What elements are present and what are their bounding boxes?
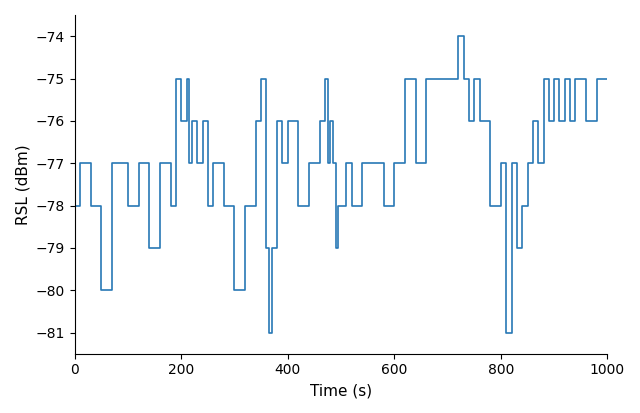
Y-axis label: RSL (dBm): RSL (dBm) bbox=[15, 144, 30, 225]
X-axis label: Time (s): Time (s) bbox=[310, 383, 372, 398]
